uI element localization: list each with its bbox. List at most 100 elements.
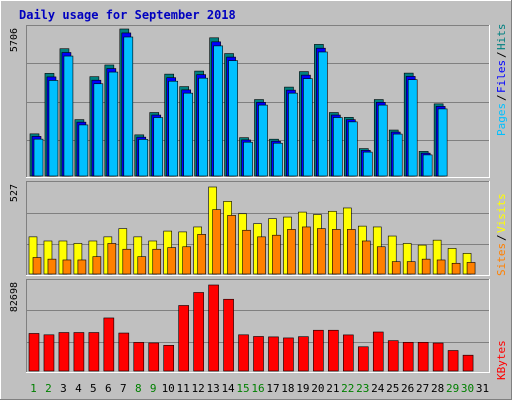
bar-kbytes-6 bbox=[103, 317, 115, 372]
bar-kbytes-30 bbox=[462, 354, 474, 372]
x-tick-label-31: 31 bbox=[476, 382, 489, 395]
x-tick-label-15: 15 bbox=[236, 382, 249, 395]
bar-kbytes-5 bbox=[88, 332, 100, 372]
bar-pages-24 bbox=[377, 104, 388, 177]
x-tick-label-2: 2 bbox=[45, 382, 52, 395]
bar-sites-17 bbox=[272, 234, 281, 275]
x-tick-label-28: 28 bbox=[431, 382, 444, 395]
bar-kbytes-11 bbox=[178, 305, 189, 372]
x-tick-label-30: 30 bbox=[461, 382, 474, 395]
bar-kbytes-27 bbox=[417, 341, 429, 372]
x-tick-label-19: 19 bbox=[296, 382, 309, 395]
x-tick-label-9: 9 bbox=[150, 382, 157, 395]
x-tick-label-14: 14 bbox=[221, 382, 235, 395]
bar-sites-4 bbox=[77, 259, 87, 275]
bar-sites-9 bbox=[152, 248, 162, 275]
bar-pages-3 bbox=[63, 55, 74, 177]
bar-sites-22 bbox=[347, 229, 356, 275]
bar-sites-19 bbox=[302, 226, 311, 275]
legend-sites: Sites bbox=[495, 243, 508, 276]
legend-separator-p1-1: / bbox=[495, 234, 508, 241]
x-tick-label-22: 22 bbox=[341, 382, 354, 395]
bar-kbytes-21 bbox=[328, 329, 339, 372]
bar-pages-22 bbox=[348, 121, 358, 177]
x-tick-label-29: 29 bbox=[446, 382, 459, 395]
bar-sites-5 bbox=[92, 256, 102, 275]
bar-sites-20 bbox=[317, 228, 326, 275]
bar-kbytes-22 bbox=[343, 334, 354, 372]
bar-sites-15 bbox=[242, 229, 251, 275]
x-tick-label-1: 1 bbox=[30, 382, 37, 395]
bar-sites-3 bbox=[62, 259, 72, 275]
bar-kbytes-3 bbox=[58, 332, 70, 372]
bar-pages-15 bbox=[243, 141, 253, 177]
y-max-label-2: 82698 bbox=[9, 282, 20, 312]
bar-kbytes-28 bbox=[432, 342, 444, 372]
bar-kbytes-24 bbox=[372, 331, 384, 372]
bar-kbytes-25 bbox=[387, 340, 399, 372]
bar-kbytes-10 bbox=[163, 345, 175, 372]
bar-kbytes-9 bbox=[148, 342, 160, 372]
bar-sites-12 bbox=[197, 234, 206, 275]
legend-visits: Visits bbox=[495, 193, 508, 233]
bar-kbytes-8 bbox=[133, 342, 145, 372]
bar-sites-14 bbox=[227, 215, 236, 275]
bar-kbytes-2 bbox=[43, 334, 55, 372]
bar-kbytes-15 bbox=[238, 334, 249, 372]
bar-pages-20 bbox=[318, 51, 328, 177]
legend-files: Files bbox=[495, 60, 508, 93]
bar-pages-13 bbox=[213, 45, 223, 177]
bar-kbytes-18 bbox=[283, 337, 294, 372]
bar-pages-28 bbox=[437, 108, 448, 177]
bar-pages-27 bbox=[422, 154, 433, 177]
x-tick-label-5: 5 bbox=[90, 382, 97, 395]
bar-kbytes-13 bbox=[208, 284, 219, 372]
bar-pages-6 bbox=[108, 71, 119, 177]
bar-pages-19 bbox=[303, 78, 313, 177]
bar-pages-7 bbox=[123, 36, 134, 177]
bar-kbytes-14 bbox=[223, 298, 234, 372]
bar-sites-1 bbox=[32, 257, 42, 275]
bar-sites-10 bbox=[167, 247, 177, 275]
bar-kbytes-4 bbox=[73, 332, 85, 372]
x-tick-label-24: 24 bbox=[371, 382, 385, 395]
bar-pages-16 bbox=[258, 104, 268, 177]
x-tick-label-18: 18 bbox=[281, 382, 294, 395]
x-tick-label-8: 8 bbox=[135, 382, 142, 395]
bar-pages-23 bbox=[362, 151, 373, 177]
x-tick-label-25: 25 bbox=[386, 382, 399, 395]
x-tick-label-3: 3 bbox=[60, 382, 67, 395]
bar-sites-8 bbox=[137, 256, 147, 275]
y-max-label-1: 527 bbox=[9, 184, 20, 202]
bar-pages-8 bbox=[138, 139, 149, 177]
bar-sites-13 bbox=[212, 209, 221, 275]
bar-pages-9 bbox=[153, 117, 164, 177]
bar-kbytes-26 bbox=[402, 341, 414, 372]
bar-sites-7 bbox=[122, 248, 132, 275]
x-tick-label-13: 13 bbox=[206, 382, 219, 395]
bar-kbytes-7 bbox=[118, 332, 130, 372]
bar-kbytes-29 bbox=[447, 350, 459, 372]
x-tick-label-27: 27 bbox=[416, 382, 429, 395]
bar-pages-21 bbox=[333, 117, 343, 177]
legend-hits: Hits bbox=[495, 24, 508, 51]
bar-kbytes-23 bbox=[357, 346, 369, 372]
bar-pages-4 bbox=[78, 124, 89, 177]
bar-pages-12 bbox=[198, 77, 208, 177]
x-tick-label-12: 12 bbox=[192, 382, 205, 395]
bar-sites-27 bbox=[421, 258, 431, 275]
bar-pages-25 bbox=[392, 133, 403, 177]
bar-sites-18 bbox=[287, 229, 296, 275]
bar-sites-2 bbox=[47, 258, 57, 275]
x-tick-label-17: 17 bbox=[266, 382, 279, 395]
bar-kbytes-20 bbox=[313, 329, 324, 372]
x-tick-label-7: 7 bbox=[120, 382, 127, 395]
chart-title: Daily usage for September 2018 bbox=[19, 8, 236, 22]
bar-sites-16 bbox=[257, 236, 266, 275]
bar-kbytes-1 bbox=[28, 333, 40, 372]
bar-pages-18 bbox=[288, 92, 298, 177]
bar-sites-24 bbox=[376, 246, 386, 275]
bar-sites-26 bbox=[406, 261, 416, 275]
y-max-label-0: 5706 bbox=[9, 28, 20, 52]
